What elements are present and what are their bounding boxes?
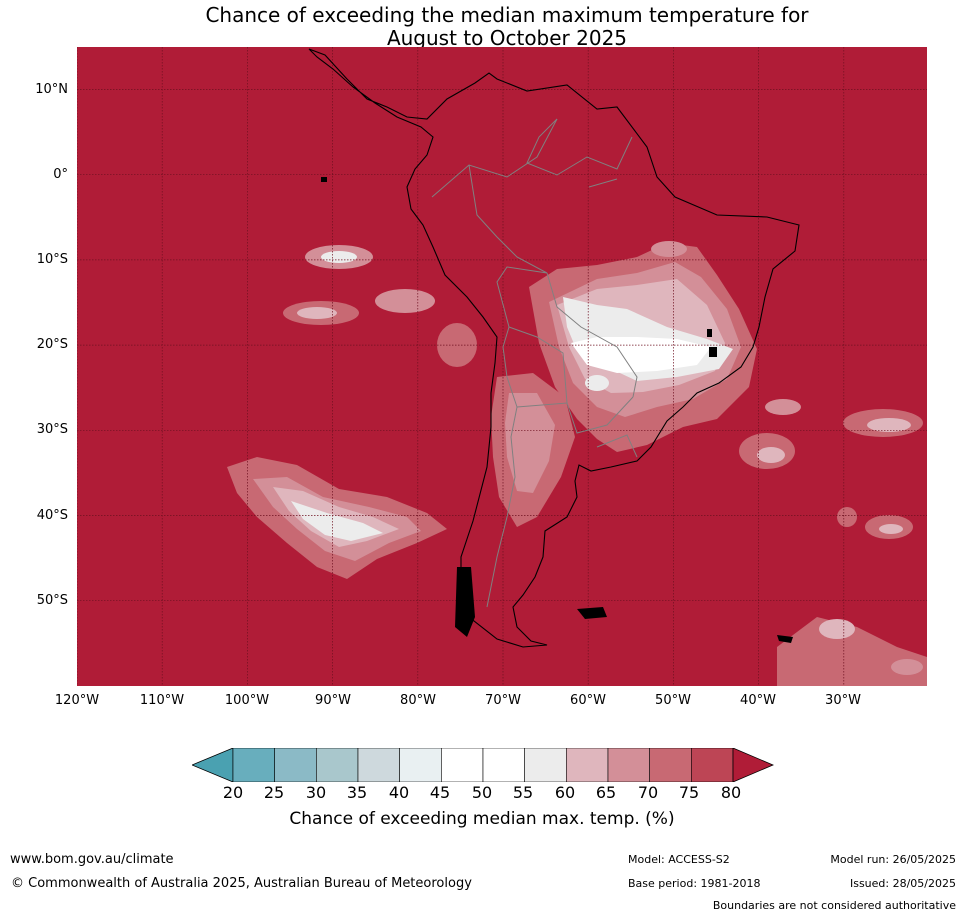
title-line-1: Chance of exceeding the median maximum t… (205, 3, 809, 27)
footer-base-period: Base period: 1981-2018 (628, 877, 761, 890)
lon-label-50w: 50°W (655, 693, 691, 708)
colorbar-tick-25: 25 (263, 783, 285, 802)
lat-label-50s: 50°S (36, 593, 68, 608)
colorbar-tick-65: 65 (595, 783, 617, 802)
south-america-coastline (308, 48, 800, 648)
lon-label-40w: 40°W (740, 693, 776, 708)
colorbar-segment-50-55 (482, 747, 525, 783)
colorbar-tick-60: 60 (554, 783, 576, 802)
lon-label-90w: 90°W (315, 693, 351, 708)
small-anomaly-patches (283, 241, 927, 686)
footer-model-run: Model run: 26/05/2025 (830, 853, 956, 866)
colorbar-segment-30-35 (316, 747, 359, 783)
lat-label-10n: 10°N (35, 82, 68, 97)
colorbar-segment-55-60 (524, 747, 567, 783)
colorbar-tick-30: 30 (305, 783, 327, 802)
lon-label-60w: 60°W (570, 693, 606, 708)
colorbar-tick-50: 50 (471, 783, 493, 802)
lon-label-100w: 100°W (224, 693, 270, 708)
colorbar-segment-75-80 (691, 747, 734, 783)
colorbar-tick-35: 35 (346, 783, 368, 802)
colorbar-tick-80: 80 (720, 783, 742, 802)
map-background (77, 47, 927, 686)
islands (321, 177, 793, 643)
argentina-warm-anomaly-patch (491, 373, 575, 527)
title-line-2: August to October 2025 (386, 26, 628, 50)
lon-label-80w: 80°W (400, 693, 436, 708)
country-borders (431, 118, 638, 608)
colorbar-segment-45-50 (441, 747, 484, 783)
lon-label-120w: 120°W (54, 693, 100, 708)
lat-label-0: 0° (53, 167, 68, 182)
footer-url: www.bom.gov.au/climate (10, 852, 174, 867)
east-pacific-warm-anomaly-patch (227, 457, 447, 579)
colorbar-segment-60-65 (566, 747, 609, 783)
colorbar-high-extend (732, 747, 775, 783)
lon-label-30w: 30°W (825, 693, 861, 708)
probability-shading (227, 241, 927, 686)
colorbar-graphic (190, 747, 775, 783)
lat-label-10s: 10°S (36, 252, 68, 267)
footer-copyright: © Commonwealth of Australia 2025, Austra… (11, 876, 472, 891)
colorbar-low-extend (190, 747, 234, 783)
lat-label-30s: 30°S (36, 422, 68, 437)
map-title: Chance of exceeding the median maximum t… (0, 4, 965, 50)
colorbar-segment-35-40 (357, 747, 400, 783)
footer-issued: Issued: 28/05/2025 (849, 877, 956, 890)
footer-disclaimer: Boundaries are not considered authoritat… (712, 899, 956, 912)
lon-label-70w: 70°W (485, 693, 521, 708)
colorbar-tick-45: 45 (429, 783, 451, 802)
colorbar-segment-40-45 (399, 747, 442, 783)
colorbar-label: Chance of exceeding median max. temp. (%… (289, 809, 675, 829)
colorbar-segment-20-25 (232, 747, 275, 783)
gridlines (77, 47, 927, 686)
footer-model: Model: ACCESS-S2 (628, 853, 730, 866)
lat-label-40s: 40°S (36, 508, 68, 523)
colorbar-tick-20: 20 (222, 783, 244, 802)
colorbar-tick-55: 55 (512, 783, 534, 802)
colorbar-segment-25-30 (274, 747, 317, 783)
lat-label-20s: 20°S (36, 337, 68, 352)
map-canvas (77, 47, 927, 686)
colorbar-tick-75: 75 (678, 783, 700, 802)
lon-label-110w: 110°W (139, 693, 185, 708)
colorbar-tick-70: 70 (637, 783, 659, 802)
colorbar (190, 747, 775, 783)
forecast-map (77, 47, 927, 686)
colorbar-tick-40: 40 (388, 783, 410, 802)
colorbar-segment-65-70 (607, 747, 650, 783)
colorbar-segment-70-75 (649, 747, 692, 783)
